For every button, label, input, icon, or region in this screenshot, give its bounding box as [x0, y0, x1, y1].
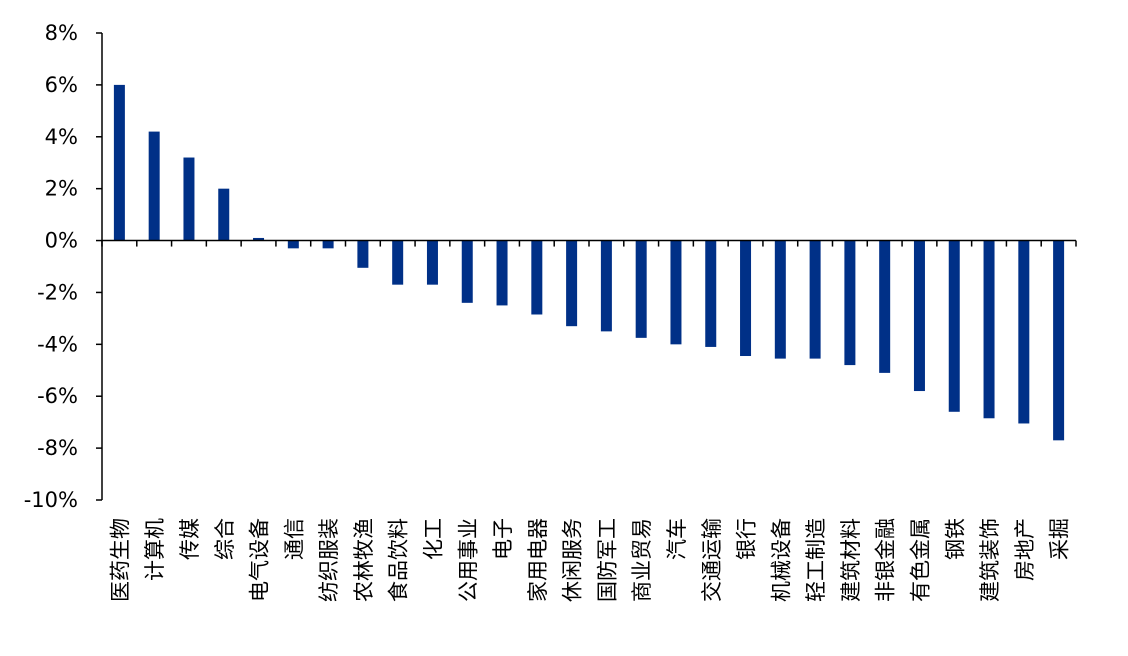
- x-tick-label-17: 交通运输: [700, 518, 724, 602]
- bar-13: [566, 240, 578, 327]
- bar-6: [322, 240, 334, 249]
- bar-8: [392, 240, 404, 285]
- bar-17: [705, 240, 717, 347]
- bar-11: [496, 240, 508, 306]
- x-tick-label-22: 非银金融: [874, 518, 898, 602]
- x-tick-label-23: 有色金属: [909, 518, 933, 602]
- bar-9: [426, 240, 438, 285]
- bars-group: [113, 84, 1065, 441]
- y-tick-label--6: -6%: [37, 384, 78, 408]
- x-tick-label-19: 机械设备: [769, 518, 793, 602]
- x-tick-label-12: 家用电器: [526, 518, 550, 602]
- x-ticks-group: 医药生物 计算机 传媒 综合 电气设备 通信 纺织服装 农林牧渔 食品饮料 化工 公用事业 电子 家用电…: [108, 518, 1071, 602]
- bar-3: [218, 188, 230, 241]
- y-tick-label-0: 0%: [45, 229, 78, 253]
- bar-26: [1018, 240, 1030, 424]
- bar-22: [879, 240, 891, 373]
- y-tick-label--10: -10%: [24, 488, 78, 512]
- x-tick-label-4: 电气设备: [248, 518, 272, 602]
- y-tick-label--2: -2%: [37, 280, 78, 304]
- x-tick-label-2: 传媒: [178, 518, 202, 560]
- bar-10: [461, 240, 473, 303]
- x-tick-label-26: 房地产: [1013, 518, 1037, 581]
- x-tick-label-25: 建筑装饰: [978, 518, 1002, 602]
- bar-2: [183, 157, 195, 241]
- bar-25: [983, 240, 995, 419]
- x-tick-label-20: 轻工制造: [804, 518, 828, 602]
- x-tick-label-27: 采掘: [1048, 518, 1072, 560]
- bar-27: [1053, 240, 1065, 441]
- y-tick-label-8: 8%: [45, 21, 78, 45]
- x-tick-label-16: 汽车: [665, 518, 689, 560]
- x-tick-label-1: 计算机: [143, 518, 167, 581]
- x-tick-label-11: 电子: [491, 518, 515, 560]
- x-tick-label-5: 通信: [282, 518, 306, 560]
- bar-16: [670, 240, 682, 345]
- axes-group: [96, 32, 1077, 501]
- y-tick-label--4: -4%: [37, 332, 78, 356]
- bar-18: [740, 240, 752, 357]
- bar-0: [113, 84, 125, 241]
- x-tick-label-7: 农林牧渔: [352, 518, 376, 602]
- bar-7: [357, 240, 369, 268]
- x-tick-label-14: 国防军工: [595, 518, 619, 602]
- y-tick-label-6: 6%: [45, 73, 78, 97]
- x-tick-label-13: 休闲服务: [561, 518, 585, 602]
- x-tick-label-18: 银行: [735, 518, 759, 560]
- bar-4: [253, 237, 265, 241]
- x-tick-label-10: 公用事业: [456, 518, 480, 602]
- x-tick-label-6: 纺织服装: [317, 518, 341, 602]
- x-tick-label-24: 钢铁: [943, 518, 967, 560]
- bar-1: [148, 131, 160, 241]
- bar-5: [287, 240, 299, 249]
- bar-21: [844, 240, 856, 366]
- bar-12: [531, 240, 543, 315]
- x-tick-label-8: 食品饮料: [387, 518, 411, 602]
- bar-14: [600, 240, 612, 332]
- bar-20: [809, 240, 821, 359]
- bar-19: [774, 240, 786, 359]
- bar-15: [635, 240, 647, 338]
- bar-23: [913, 240, 925, 392]
- x-tick-label-15: 商业贸易: [630, 518, 654, 602]
- x-tick-label-3: 综合: [213, 518, 237, 560]
- y-ticks-group: -10% -8% -6% -4% -2% 0% 2% 4% 6% 8%: [24, 21, 78, 512]
- x-tick-label-0: 医药生物: [108, 518, 132, 602]
- y-tick-label-2: 2%: [45, 177, 78, 201]
- x-tick-label-9: 化工: [422, 518, 446, 560]
- bar-24: [948, 240, 960, 412]
- y-tick-label-4: 4%: [45, 125, 78, 149]
- y-tick-label--8: -8%: [37, 436, 78, 460]
- x-tick-label-21: 建筑材料: [839, 518, 863, 602]
